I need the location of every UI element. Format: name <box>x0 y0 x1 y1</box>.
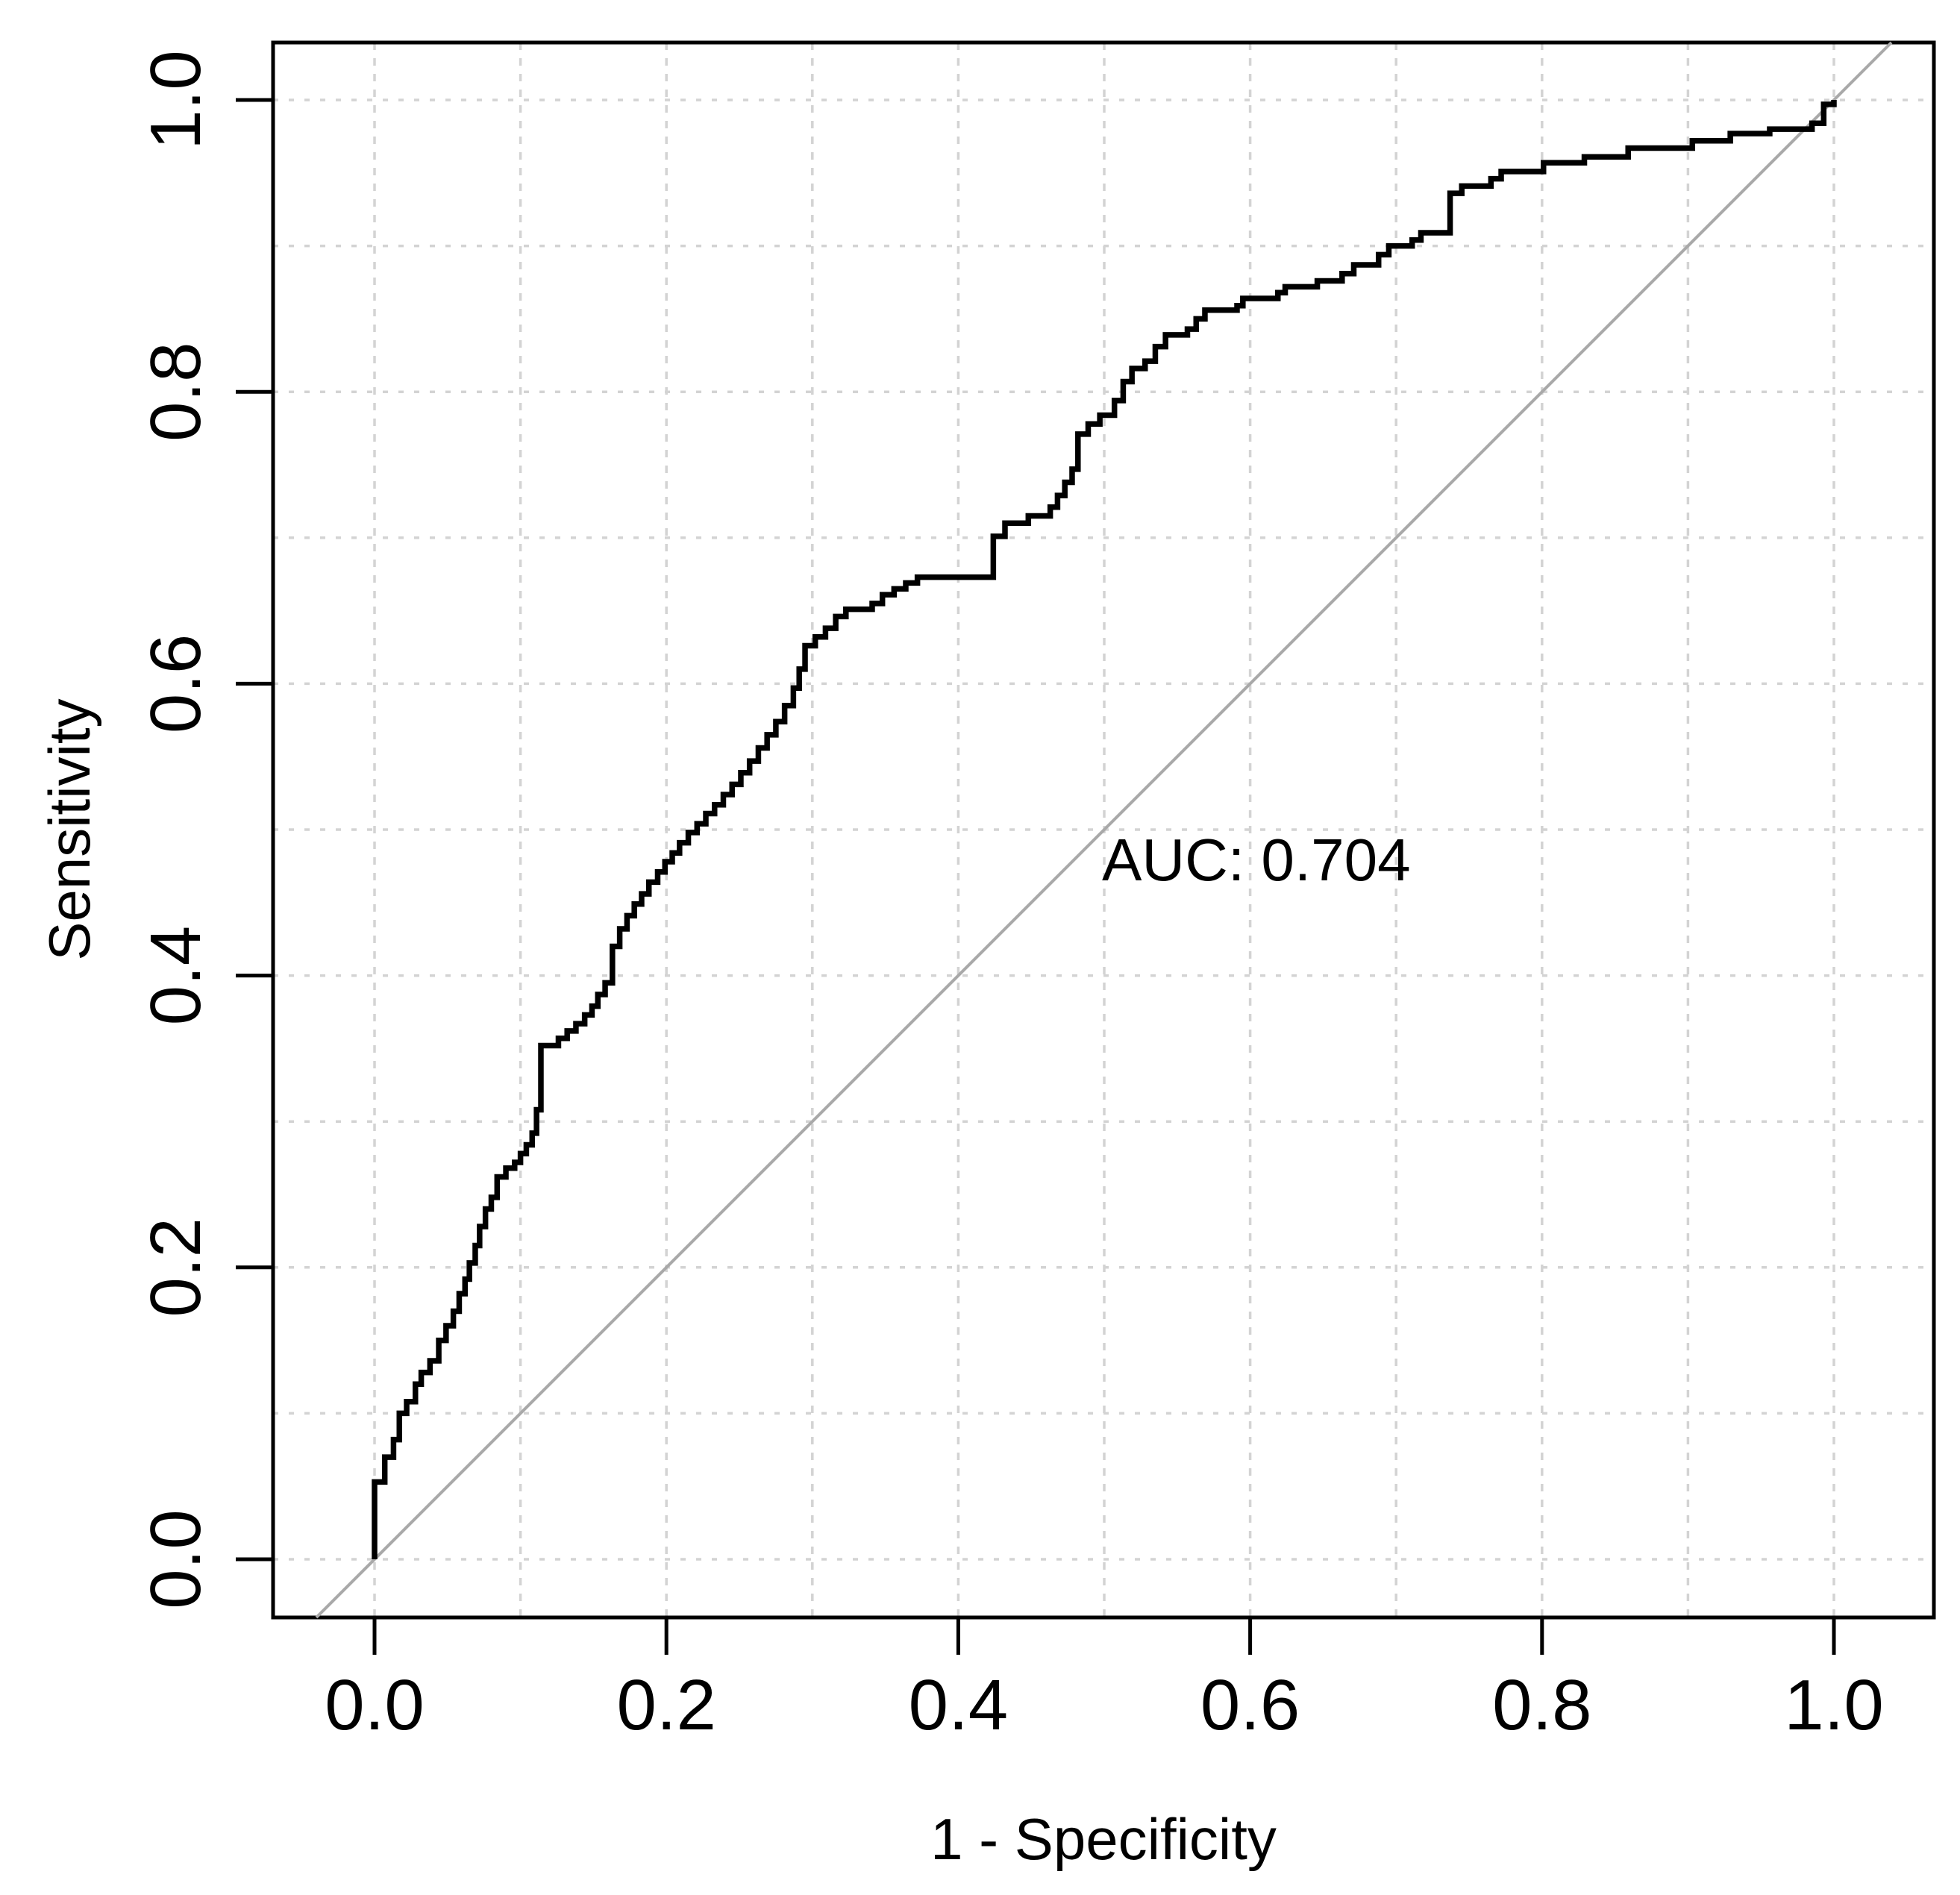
x-axis-title: 1 - Specificity <box>930 1806 1277 1872</box>
x-axis: 0.0 0.2 0.4 0.6 0.8 1.0 <box>325 1617 1884 1745</box>
x-tick-label: 1.0 <box>1784 1665 1883 1745</box>
diagonal-reference-line <box>315 41 1893 1619</box>
y-tick-label: 0.8 <box>136 342 216 441</box>
x-tick-label: 0.6 <box>1200 1665 1300 1745</box>
y-tick-label: 0.2 <box>136 1218 216 1317</box>
y-axis-title: Sensitivity <box>37 698 102 960</box>
y-tick-label: 0.0 <box>136 1509 216 1609</box>
x-tick-label: 0.4 <box>909 1665 1008 1745</box>
y-tick-label: 0.6 <box>136 634 216 733</box>
plot-border <box>271 40 1936 1620</box>
x-tick-label: 0.2 <box>616 1665 716 1745</box>
y-tick-label: 0.4 <box>136 926 216 1025</box>
roc-curve <box>372 100 1837 1559</box>
auc-annotation: AUC: 0.704 <box>1102 827 1411 893</box>
plot-border-box <box>271 40 1936 1620</box>
y-tick-label: 1.0 <box>136 50 216 149</box>
roc-curve-path <box>372 100 1837 1559</box>
chance-line <box>315 41 1893 1619</box>
y-axis: 0.0 0.2 0.4 0.6 0.8 1.0 <box>136 50 273 1609</box>
x-tick-label: 0.8 <box>1492 1665 1591 1745</box>
x-tick-label: 0.0 <box>325 1665 424 1745</box>
